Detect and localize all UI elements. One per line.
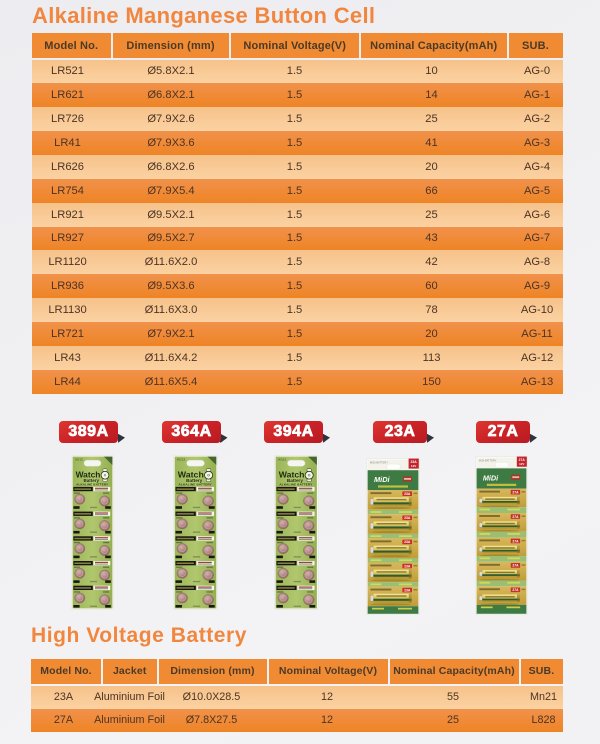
svg-text:Watch: Watch bbox=[279, 470, 305, 480]
svg-text:MIDI BATTERY: MIDI BATTERY bbox=[479, 458, 497, 462]
svg-text:MIDI BATTERY: MIDI BATTERY bbox=[370, 460, 388, 464]
svg-text:Battery: Battery bbox=[287, 478, 303, 483]
svg-text:23A: 23A bbox=[404, 540, 411, 544]
svg-text:MiDi: MiDi bbox=[483, 473, 499, 482]
svg-text:23A: 23A bbox=[404, 492, 411, 496]
svg-text:Watch: Watch bbox=[177, 470, 203, 480]
svg-text:27A: 27A bbox=[512, 588, 519, 592]
svg-text:AG13: AG13 bbox=[75, 458, 83, 462]
svg-text:27A: 27A bbox=[512, 564, 519, 568]
svg-text:12V: 12V bbox=[519, 462, 524, 466]
svg-text:Battery: Battery bbox=[186, 478, 203, 483]
svg-text:27A: 27A bbox=[519, 458, 526, 462]
svg-text:AG13: AG13 bbox=[278, 458, 286, 462]
svg-text:Watch: Watch bbox=[75, 470, 100, 480]
svg-text:23A: 23A bbox=[404, 564, 411, 568]
svg-text:23A: 23A bbox=[410, 460, 417, 464]
svg-text:MiDi: MiDi bbox=[374, 475, 391, 484]
svg-text:ALKALINE BATTERY: ALKALINE BATTERY bbox=[279, 483, 312, 487]
svg-text:27A: 27A bbox=[512, 539, 519, 543]
svg-text:ALKALINE BATTERY: ALKALINE BATTERY bbox=[178, 483, 211, 487]
svg-text:Battery: Battery bbox=[83, 478, 99, 483]
svg-text:12V: 12V bbox=[411, 464, 416, 468]
svg-text:27A: 27A bbox=[512, 515, 519, 519]
svg-text:23A: 23A bbox=[404, 588, 411, 592]
svg-text:AG13: AG13 bbox=[177, 458, 185, 462]
svg-text:ALKALINE BATTERY: ALKALINE BATTERY bbox=[76, 483, 108, 487]
svg-text:23A: 23A bbox=[404, 516, 411, 520]
svg-text:27A: 27A bbox=[512, 490, 519, 494]
